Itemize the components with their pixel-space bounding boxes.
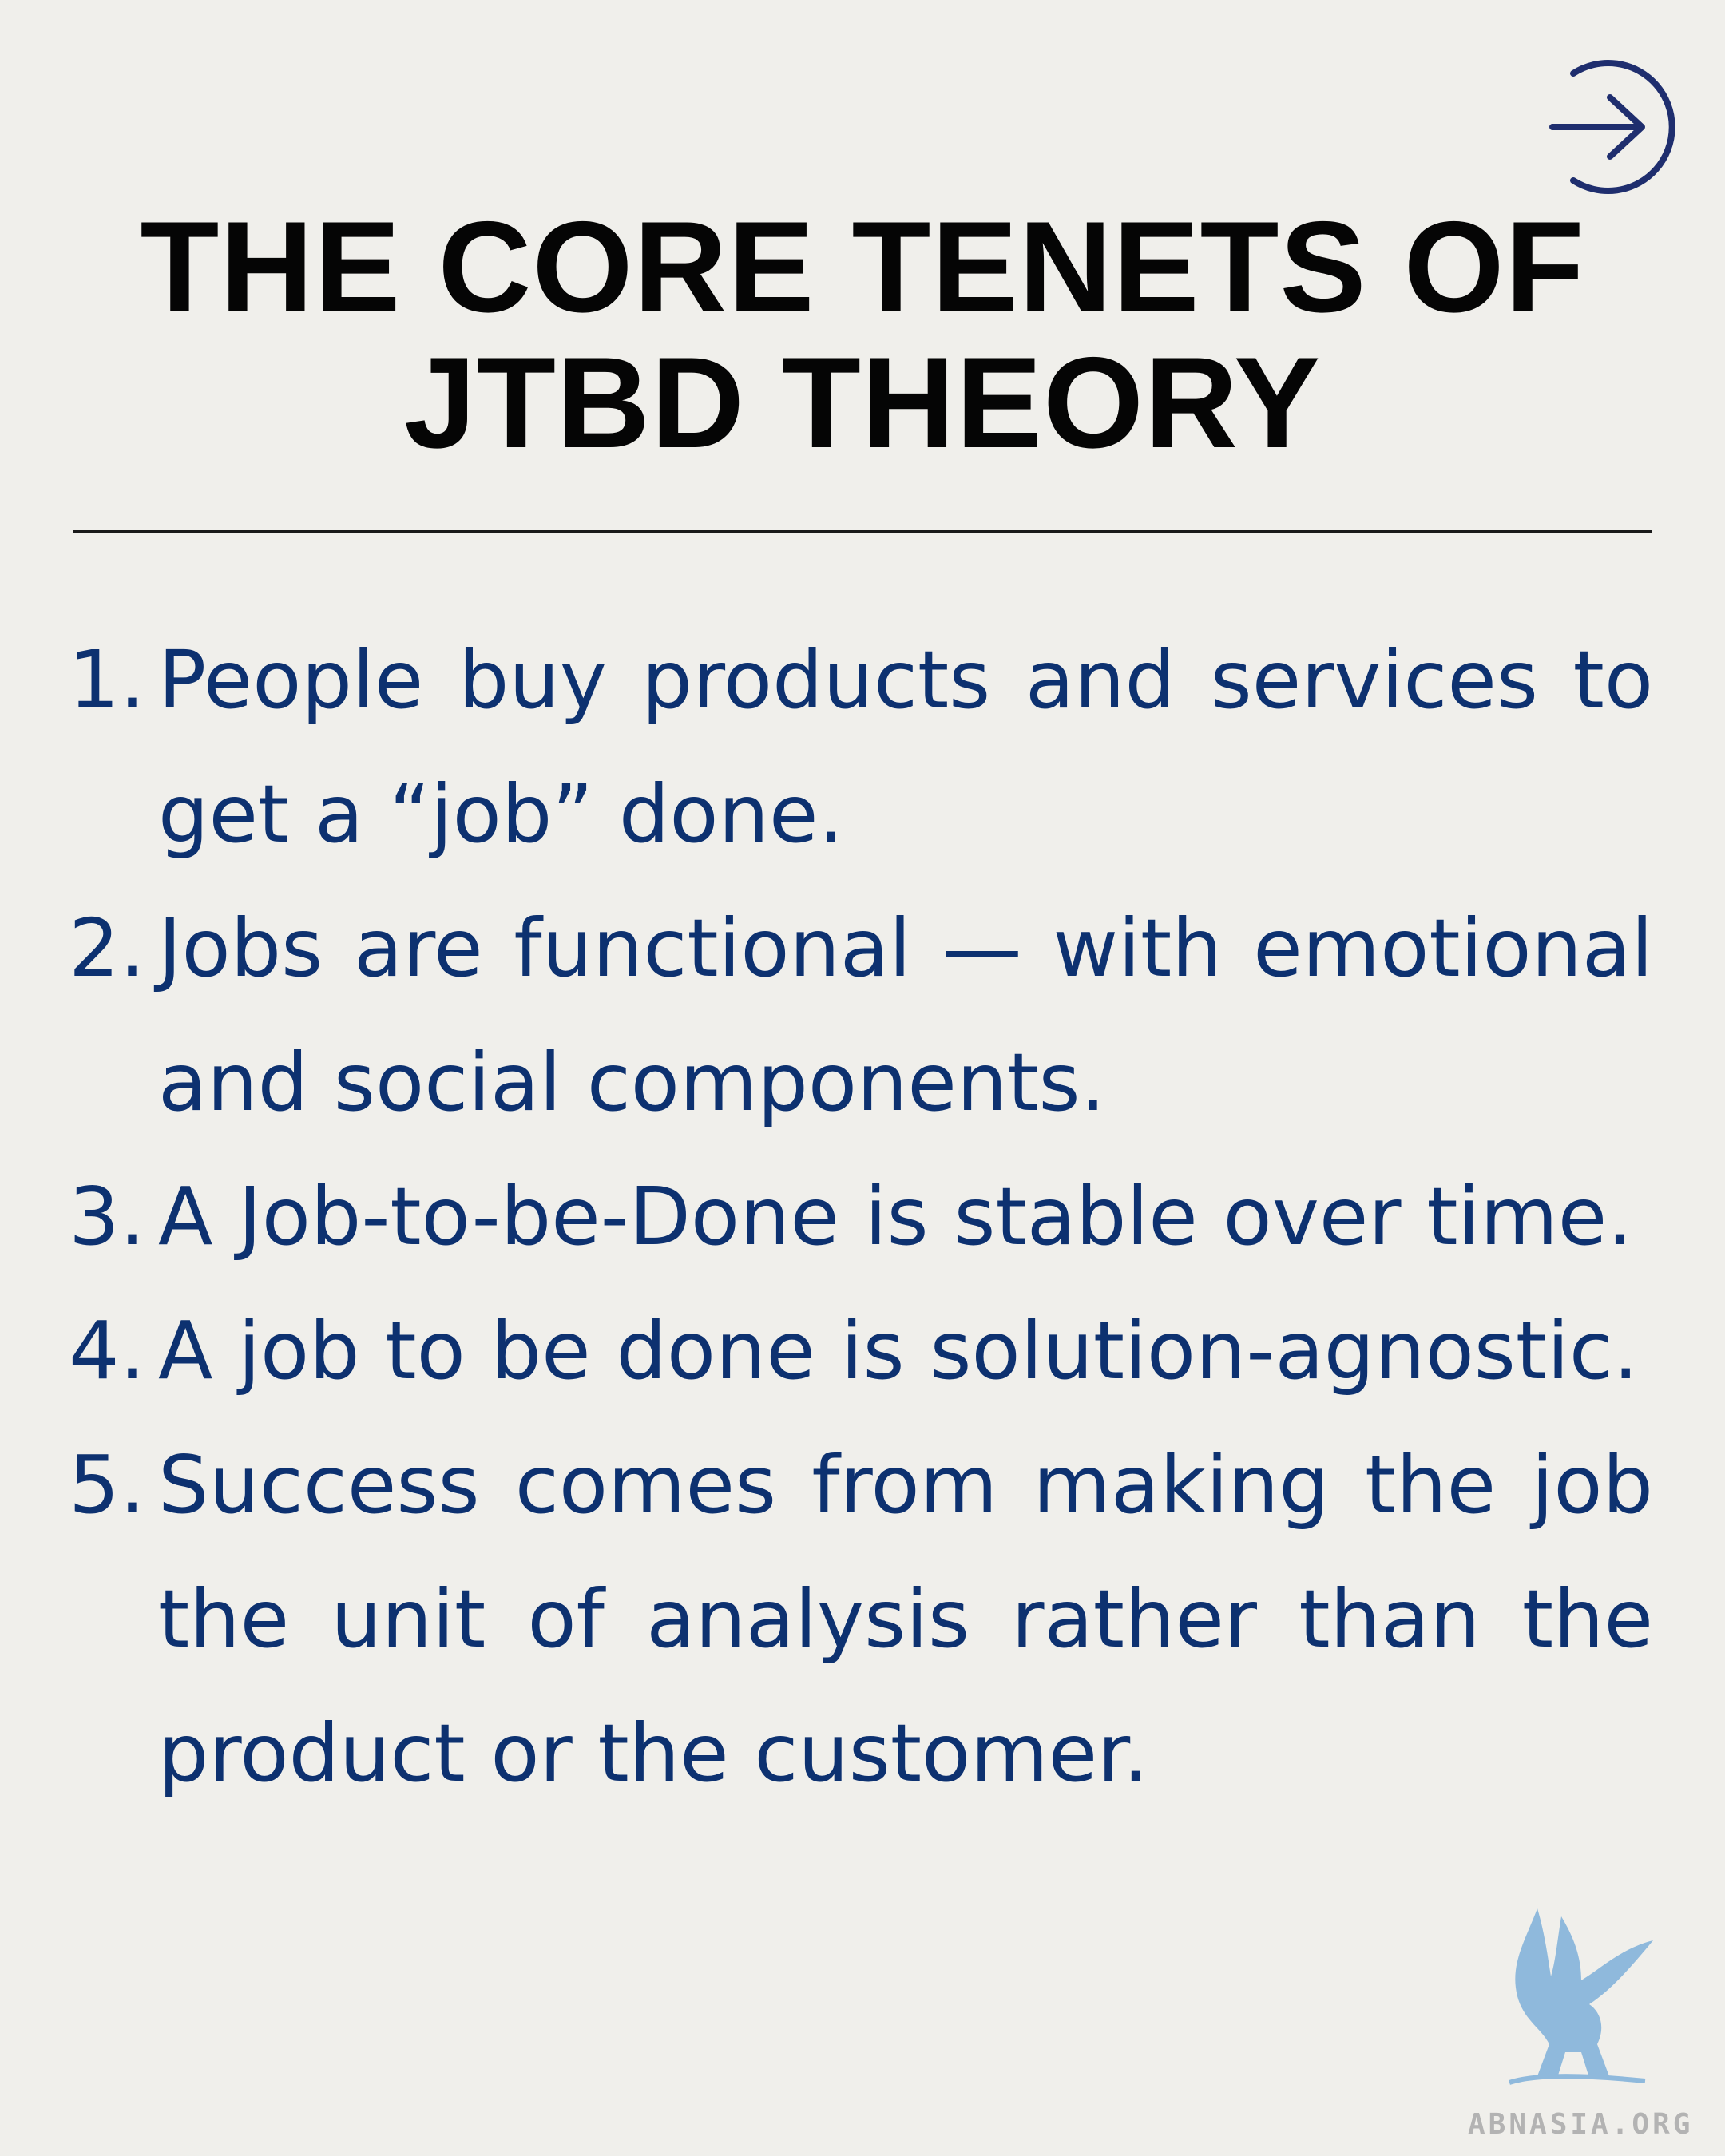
watermark-label: ABNASIA.ORG (1468, 2108, 1694, 2141)
list-item-number: 3. (69, 1170, 145, 1263)
list-item-text: Success comes from making the job the un… (158, 1438, 1653, 1800)
list-item: 3. A Job-to-be-Done is stable over time. (69, 1150, 1653, 1284)
arrow-right-circle-icon[interactable] (1549, 56, 1683, 198)
list-item: 4. A job to be done is solution-agnostic… (69, 1284, 1653, 1418)
title-line-1: THE CORE TENETS OF (140, 195, 1585, 339)
griffin-logo-icon (1509, 1908, 1653, 2085)
title-line-2: JTBD THEORY (403, 331, 1322, 475)
list-item-text: People buy products and services to get … (158, 633, 1653, 861)
tenets-list: 1. People buy products and services to g… (69, 613, 1653, 1821)
list-item-number: 1. (69, 633, 145, 727)
list-item-number: 4. (69, 1304, 145, 1397)
page-title: THE CORE TENETS OF JTBD THEORY (0, 200, 1725, 471)
list-item: 5. Success comes from making the job the… (69, 1418, 1653, 1821)
list-item-number: 2. (69, 902, 145, 995)
list-item-text: A job to be done is solution-agnostic. (158, 1304, 1639, 1397)
list-item-text: A Job-to-be-Done is stable over time. (158, 1170, 1633, 1263)
list-item: 2. Jobs are functional — with emotional … (69, 882, 1653, 1150)
list-item: 1. People buy products and services to g… (69, 613, 1653, 882)
list-item-number: 5. (69, 1438, 145, 1532)
list-item-text: Jobs are functional — with emotional and… (158, 902, 1653, 1129)
title-divider (73, 530, 1652, 533)
